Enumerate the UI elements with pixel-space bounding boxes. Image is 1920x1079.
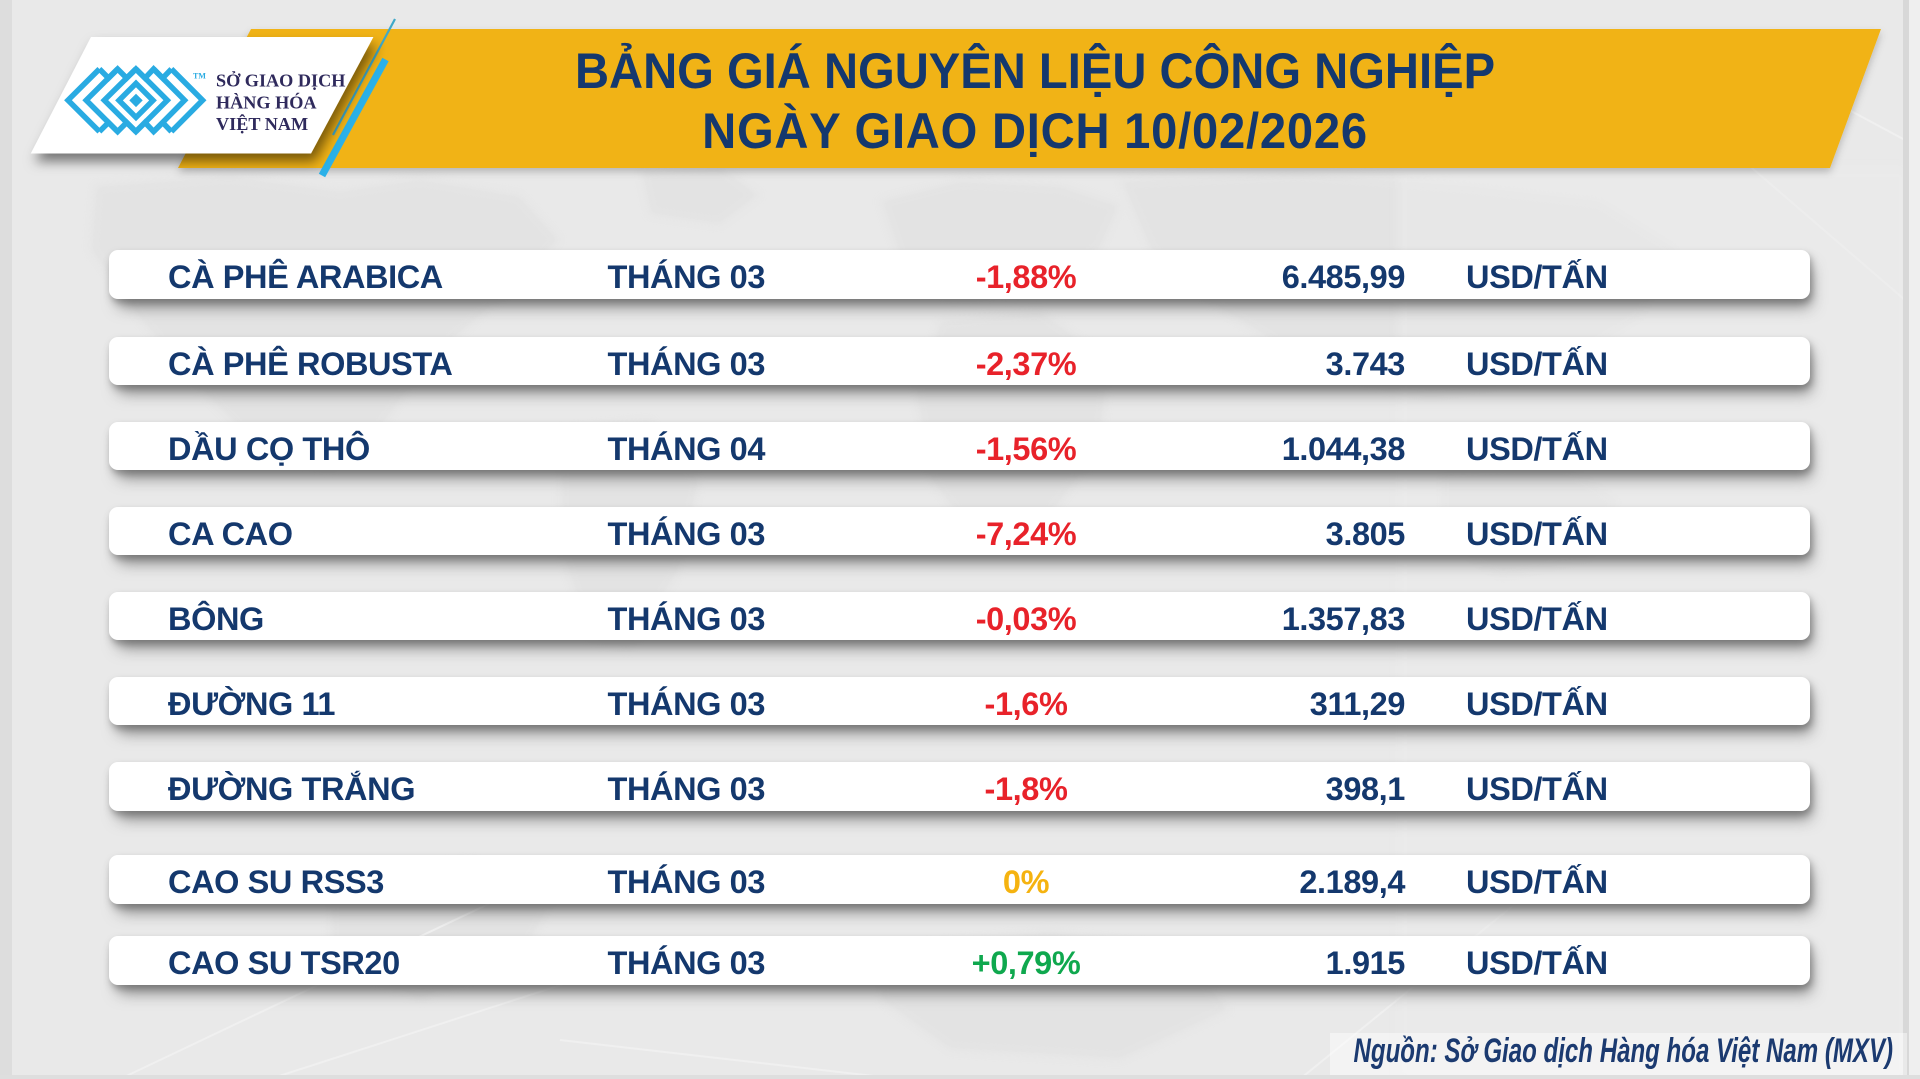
svg-text:SỞ GIAO DỊCH: SỞ GIAO DỊCH xyxy=(216,70,345,91)
svg-text:VIỆT NAM: VIỆT NAM xyxy=(216,113,308,134)
svg-text:TM: TM xyxy=(193,72,206,81)
svg-text:HÀNG HÓA: HÀNG HÓA xyxy=(216,91,317,112)
